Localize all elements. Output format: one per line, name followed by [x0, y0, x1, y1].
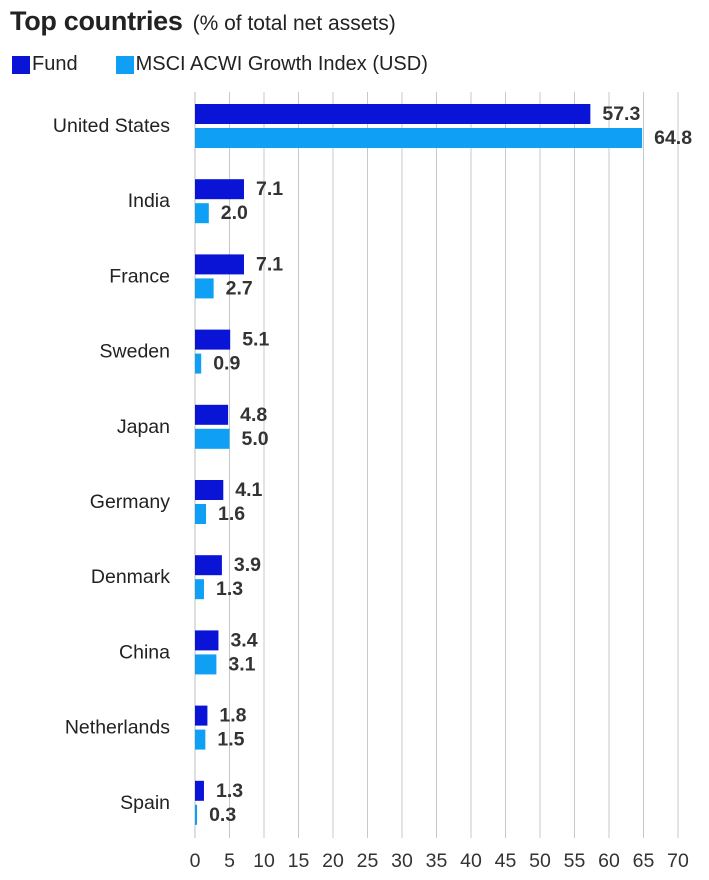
bar-fund: [195, 104, 591, 124]
x-tick-label: 60: [598, 850, 620, 872]
category-label: Japan: [117, 416, 170, 438]
bar-index: [195, 203, 209, 224]
bar-index: [195, 128, 643, 148]
legend-label-index: MSCI ACWI Growth Index (USD): [135, 53, 428, 75]
category-label: France: [109, 265, 170, 287]
x-tick-label: 55: [564, 850, 586, 872]
category-label: Spain: [120, 792, 170, 814]
bar-index: [195, 579, 204, 600]
data-label: 1.3: [216, 578, 243, 600]
bar-index: [195, 428, 230, 449]
bar-fund: [195, 329, 231, 350]
bar-index: [195, 353, 202, 374]
category-label: Denmark: [91, 566, 170, 588]
data-label: 5.1: [242, 329, 269, 351]
bar-fund: [195, 555, 222, 576]
x-tick-label: 20: [322, 850, 344, 872]
data-label: 3.1: [228, 653, 255, 675]
data-label: 0.3: [209, 804, 236, 826]
bar-index: [195, 729, 206, 750]
data-label: 1.5: [217, 729, 244, 751]
data-label: 1.3: [216, 780, 243, 802]
x-tick-label: 30: [391, 850, 413, 872]
chart-title-row: Top countries (% of total net assets): [10, 6, 396, 40]
chart-legend: Fund MSCI ACWI Growth Index (USD): [12, 53, 466, 76]
bar-fund: [195, 780, 204, 801]
bar-index: [195, 504, 207, 524]
x-tick-label: 5: [224, 850, 235, 872]
x-tick-label: 25: [357, 850, 379, 872]
data-label: 5.0: [242, 428, 269, 450]
x-tick-label: 40: [460, 850, 482, 872]
x-tick-label: 0: [190, 850, 201, 872]
category-label: China: [119, 641, 170, 663]
x-tick-label: 50: [529, 850, 551, 872]
bar-fund: [195, 705, 208, 726]
data-label: 7.1: [256, 178, 283, 200]
bar-fund: [195, 630, 219, 651]
data-label: 1.8: [219, 705, 246, 727]
data-label: 64.8: [654, 127, 692, 149]
bar-fund: [195, 254, 244, 275]
bar-index: [195, 804, 198, 825]
legend-item-index: MSCI ACWI Growth Index (USD): [115, 53, 428, 76]
x-tick-label: 10: [253, 850, 275, 872]
category-label: Netherlands: [65, 717, 170, 739]
bar-fund: [195, 404, 229, 425]
bar-index: [195, 278, 214, 299]
data-label: 2.7: [226, 277, 253, 299]
data-label: 2.0: [221, 202, 248, 224]
x-tick-label: 65: [633, 850, 655, 872]
data-label: 3.9: [234, 554, 261, 576]
data-label: 4.8: [240, 404, 267, 426]
chart-title: Top countries: [10, 6, 183, 36]
x-tick-label: 35: [426, 850, 448, 872]
data-label: 3.4: [230, 629, 257, 651]
data-label: 0.9: [213, 353, 240, 375]
category-label: Sweden: [100, 341, 170, 363]
data-label: 4.1: [235, 479, 262, 501]
chart-subtitle: (% of total net assets): [192, 12, 396, 35]
x-tick-label: 15: [288, 850, 310, 872]
data-label: 7.1: [256, 253, 283, 275]
category-label: India: [128, 190, 170, 212]
bar-fund: [195, 179, 244, 200]
category-label: United States: [53, 115, 170, 137]
data-label: 57.3: [602, 103, 640, 125]
bar-index: [195, 654, 217, 675]
legend-swatch-fund: [12, 55, 30, 74]
legend-swatch-index: [115, 55, 134, 74]
x-tick-label: 45: [495, 850, 517, 872]
data-label: 1.6: [218, 503, 245, 525]
legend-item-fund: Fund: [12, 53, 78, 76]
category-label: Germany: [90, 491, 170, 513]
x-tick-label: 70: [667, 850, 689, 872]
bar-fund: [195, 480, 224, 500]
legend-label-fund: Fund: [32, 53, 78, 75]
